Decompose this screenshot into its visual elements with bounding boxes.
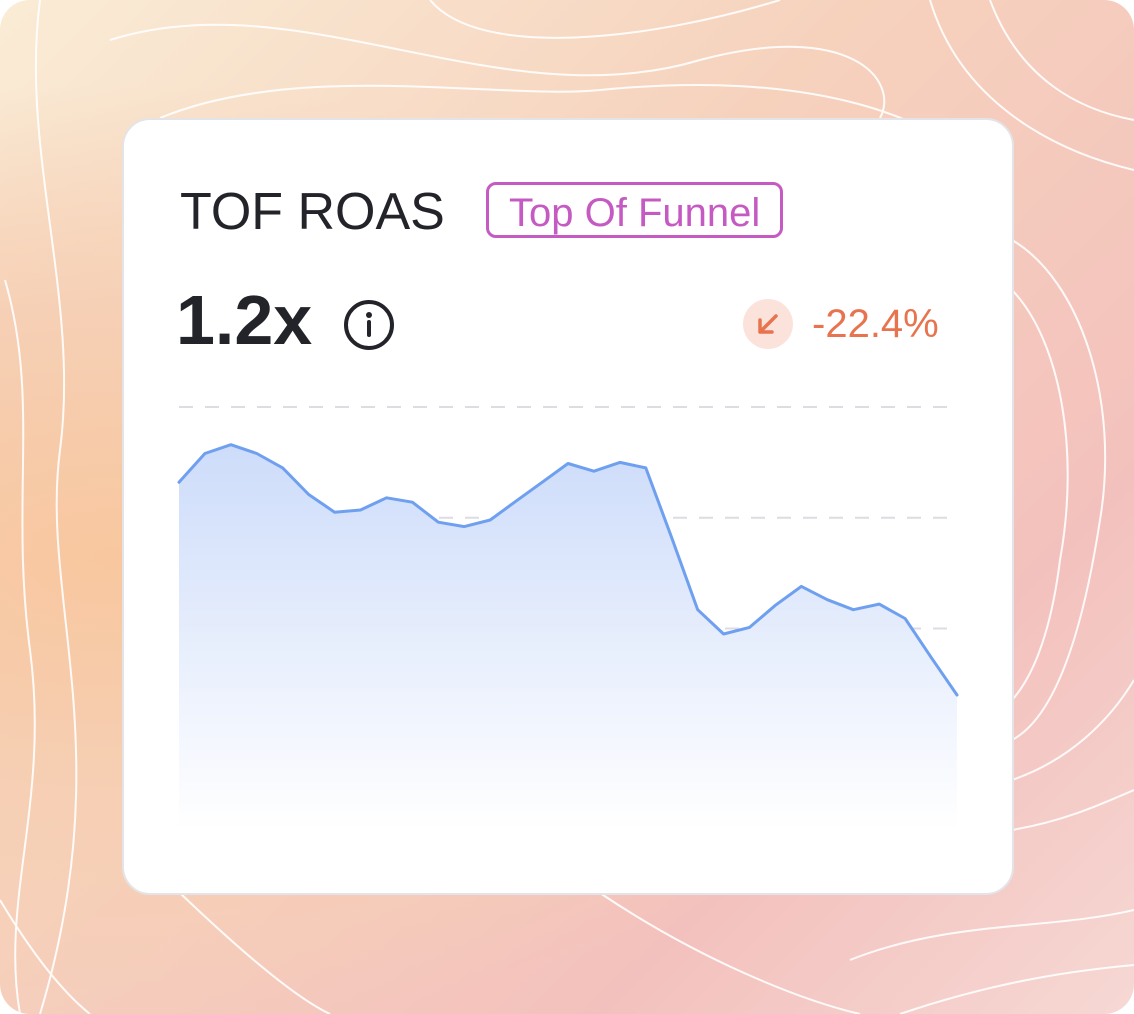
line: [177, 443, 959, 697]
info-icon[interactable]: [342, 298, 396, 352]
area-fill: [179, 444, 957, 830]
metric-value: 1.2x: [176, 281, 313, 359]
change-value: -22.4%: [812, 302, 939, 346]
card-title: TOF ROAS: [180, 183, 445, 241]
trend-icon: [743, 299, 793, 349]
metric-card: TOF ROAS Top Of Funnel 1.2x -22.4%: [122, 118, 1014, 895]
sparkline: [177, 406, 959, 830]
badge: Top Of Funnel: [486, 182, 784, 238]
